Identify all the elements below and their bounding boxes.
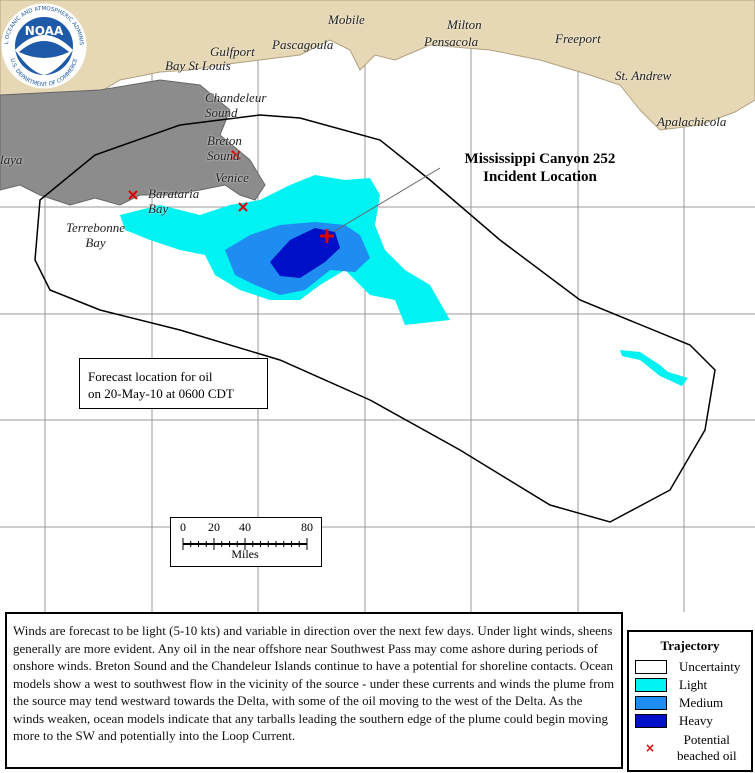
place-label: Venice xyxy=(215,170,249,185)
oil-slick xyxy=(307,182,325,193)
legend-marker: × xyxy=(644,741,656,755)
legend: Trajectory Uncertainty Light Medium Heavy × P… xyxy=(627,630,753,772)
legend-label: Potential beached oil xyxy=(677,732,737,763)
incident-label: Mississippi Canyon 252 Incident Location xyxy=(464,151,616,185)
legend-label: Uncertainty xyxy=(679,659,741,674)
legend-item: Light xyxy=(635,676,745,694)
legend-item: Heavy xyxy=(635,712,745,730)
place-label: Pascagoula xyxy=(272,37,334,52)
place-label: Pensacola xyxy=(424,34,479,49)
legend-swatch xyxy=(635,696,667,710)
scale-graphic: 0 20 40 80 Miles xyxy=(180,520,313,561)
forecast-note: Forecast location for oil on 20-May-10 a… xyxy=(79,358,268,409)
legend-label: Heavy xyxy=(679,713,713,728)
scale-tick-label: 0 xyxy=(180,520,186,534)
place-label: Barataria Bay xyxy=(148,186,200,216)
legend-swatch xyxy=(635,714,667,728)
place-label: St. Andrew xyxy=(615,68,672,83)
place-label: Freeport xyxy=(555,31,601,46)
uncertainty-area xyxy=(34,114,716,523)
legend-swatch xyxy=(635,660,667,674)
place-label: Gulfport xyxy=(210,44,255,59)
oil-slick xyxy=(270,228,340,278)
legend-item: × Potential beached oil xyxy=(635,730,745,766)
place-label: Apalachicola xyxy=(657,114,727,129)
place-label: Mobile xyxy=(328,12,365,27)
logo-name: NOAA xyxy=(25,24,64,38)
leader-line xyxy=(332,167,441,233)
place-label: Bay St Louis xyxy=(165,58,231,73)
beached-oil xyxy=(128,150,248,212)
scale-tick-label: 80 xyxy=(301,520,313,534)
scale-bar: 0 20 40 80 Miles xyxy=(170,517,322,567)
place-label: Terrebonne Bay xyxy=(66,220,125,250)
place-label: Chandeleur Sound xyxy=(205,90,267,120)
scale-unit: Miles xyxy=(231,547,259,561)
legend-swatch xyxy=(635,678,667,692)
place-label: laya xyxy=(0,152,23,167)
scale-tick-label: 40 xyxy=(239,520,251,534)
legend-item: Uncertainty xyxy=(635,658,745,676)
place-label: Breton Sound xyxy=(207,133,242,163)
place-label: Milton xyxy=(447,17,482,32)
description: Winds are forecast to be light (5-10 kts… xyxy=(5,612,623,769)
legend-title: Trajectory xyxy=(660,638,720,653)
legend-label: Light xyxy=(679,677,708,692)
oil-slick xyxy=(620,350,688,386)
legend-label: Medium xyxy=(679,695,724,710)
scale-tick-label: 20 xyxy=(208,520,220,534)
legend-item: Medium xyxy=(635,694,745,712)
source-marker xyxy=(320,229,334,243)
land xyxy=(0,0,755,131)
